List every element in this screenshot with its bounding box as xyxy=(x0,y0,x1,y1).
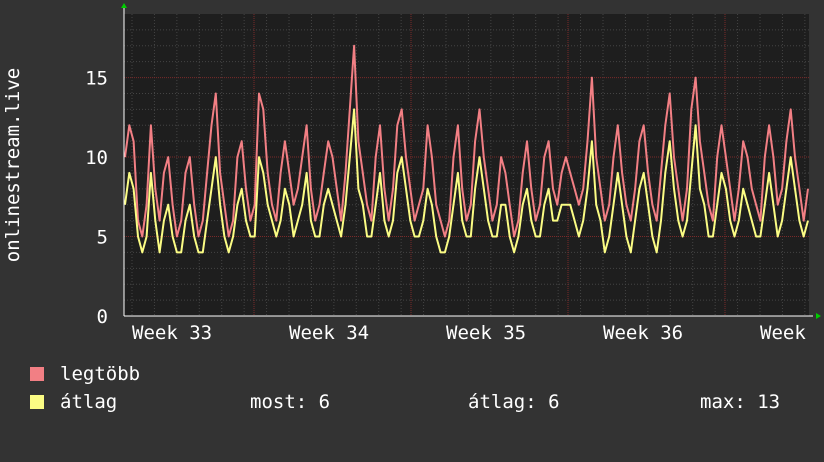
plot-area xyxy=(124,14,809,316)
legend-item-max: legtöbb xyxy=(30,362,140,386)
y-axis-arrow-icon xyxy=(121,3,127,8)
x-tick-label: Week xyxy=(760,322,806,344)
y-axis-label: onlinestream.live xyxy=(2,68,24,262)
stat-avg: átlag: 6 xyxy=(468,391,560,413)
y-tick-label: 15 xyxy=(85,68,108,90)
legend-label-max: legtöbb xyxy=(60,363,141,385)
x-tick-label: Week 36 xyxy=(603,322,683,344)
legend-item-avg: átlag xyxy=(30,390,117,414)
series-line-max xyxy=(124,44,809,238)
x-tick-label: Week 33 xyxy=(132,322,212,344)
chart-canvas: 0 5 10 15 Week 33 Week 34 Week 35 Week 36 Week on… xyxy=(2,3,821,344)
series-line-avg xyxy=(124,108,809,254)
y-tick-label: 5 xyxy=(97,227,108,249)
y-tick-label: 0 xyxy=(97,306,108,328)
x-axis-arrow-icon xyxy=(816,313,821,319)
x-tick-label: Week 35 xyxy=(446,322,526,344)
legend-swatch-avg xyxy=(30,395,44,409)
legend-swatch-max xyxy=(30,367,44,381)
x-tick-label: Week 34 xyxy=(289,322,369,344)
stat-now: most: 6 xyxy=(250,391,331,413)
legend-label-avg: átlag xyxy=(60,391,118,413)
stat-max: max: 13 xyxy=(700,391,781,413)
y-tick-label: 10 xyxy=(85,147,108,169)
